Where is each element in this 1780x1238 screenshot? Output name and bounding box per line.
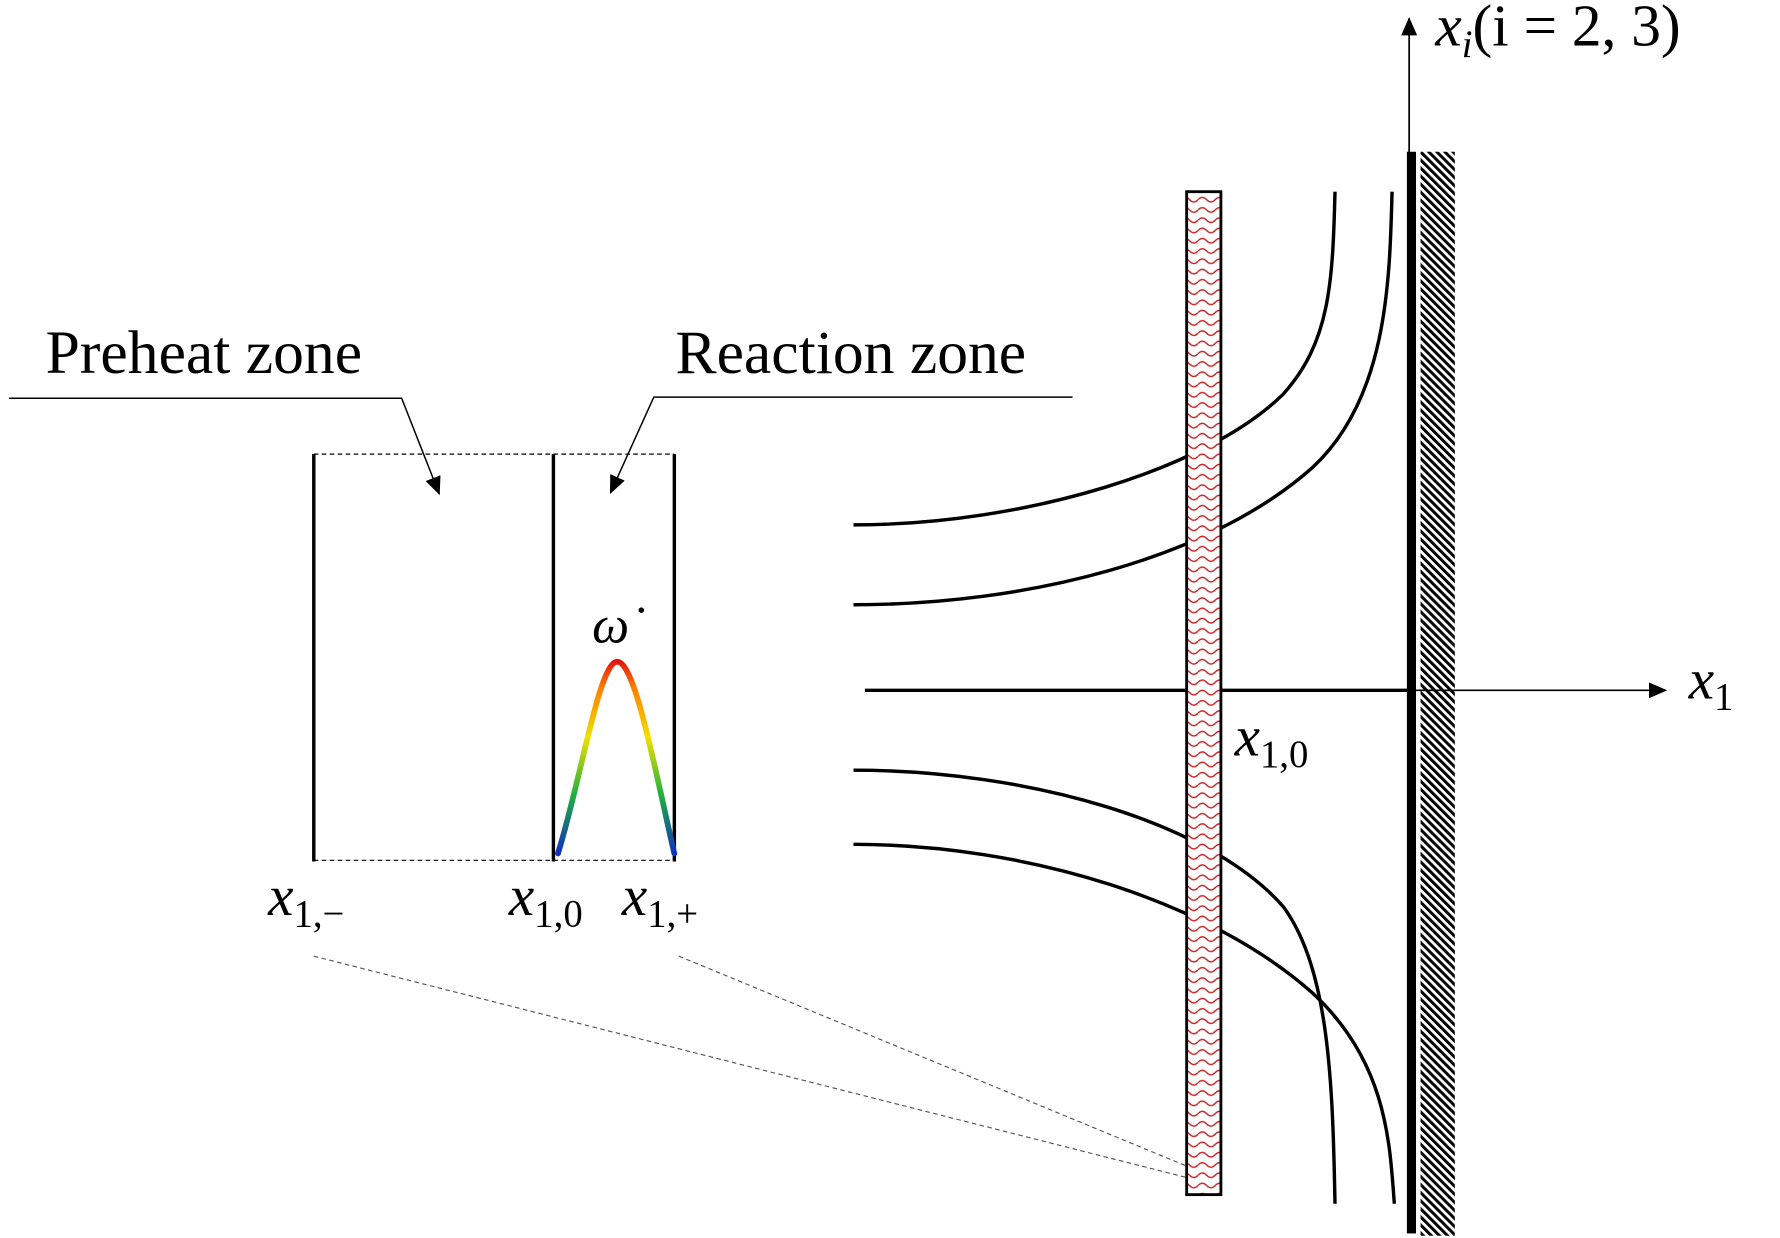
streamline: [853, 191, 1337, 527]
zoom-connector-left: [313, 955, 1187, 1179]
streamlines: [853, 191, 1413, 1204]
streamline: [853, 842, 1397, 1204]
wall-hatch: [1420, 151, 1455, 1236]
zoom-connector-right: [678, 955, 1187, 1167]
streamline: [853, 768, 1337, 1204]
flame-position-label: x1,0: [1234, 705, 1309, 775]
x1-zero-label: x1,0: [508, 865, 583, 935]
x1-axis-label: x1: [1688, 648, 1734, 718]
reaction-rate-label: ω̇: [592, 596, 644, 654]
x1-plus-label: x1,+: [621, 865, 698, 935]
flame-sheet: [1185, 190, 1223, 1197]
reaction-rate-profile: [555, 658, 678, 857]
streamline: [853, 191, 1394, 607]
flame-structure-inset: ω̇: [312, 453, 678, 862]
preheat-zone-leader: [9, 397, 441, 496]
wall-surface: [1406, 151, 1417, 1234]
reaction-zone-label: Reaction zone: [675, 319, 1026, 387]
xi-axis-label: xi(i = 2, 3): [1434, 0, 1680, 66]
x1-minus-label: x1,−: [267, 865, 344, 935]
preheat-zone-label: Preheat zone: [46, 319, 362, 387]
reaction-zone-leader: [609, 396, 1073, 494]
